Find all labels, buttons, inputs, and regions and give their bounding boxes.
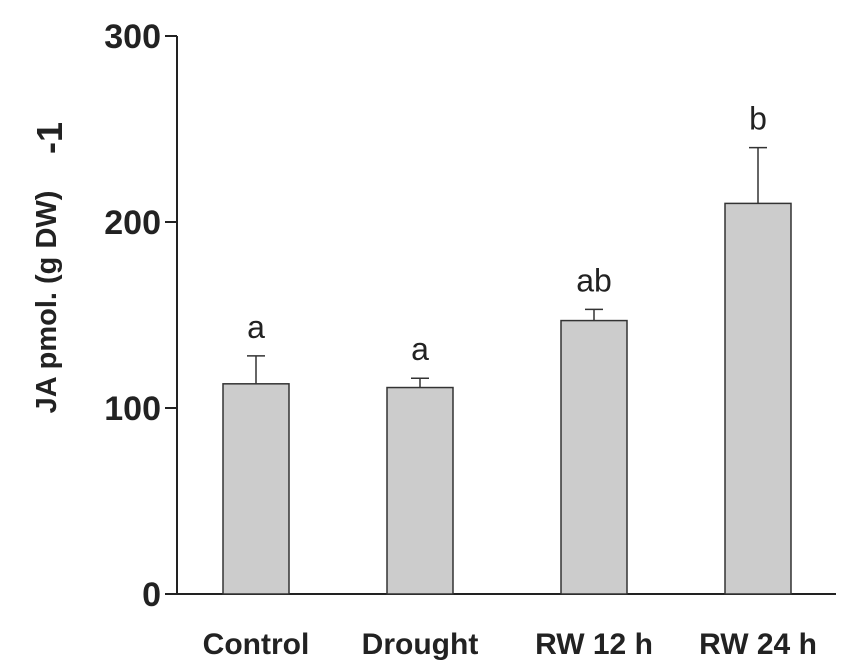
bar-rw-24-h bbox=[724, 202, 792, 595]
y-tick-label: 0 bbox=[142, 576, 161, 614]
y-axis-label-superscript: -1 bbox=[29, 122, 70, 154]
category-label: RW 12 h bbox=[535, 628, 653, 661]
bar-control bbox=[222, 383, 290, 595]
significance-label: b bbox=[749, 101, 767, 137]
bar-rw-12-h bbox=[560, 319, 628, 595]
significance-label: ab bbox=[576, 262, 612, 298]
y-tick-label: 200 bbox=[104, 204, 161, 242]
y-tick-label: 300 bbox=[104, 18, 161, 56]
category-label: Control bbox=[203, 628, 310, 661]
significance-label: a bbox=[411, 331, 429, 367]
y-axis-label: JA pmol. (g DW) bbox=[31, 191, 63, 414]
category-label: Drought bbox=[362, 628, 479, 661]
y-axis-title: JA pmol. (g DW) bbox=[31, 191, 63, 414]
category-label: RW 24 h bbox=[699, 628, 817, 661]
y-tick-label: 100 bbox=[104, 390, 161, 428]
bar-drought bbox=[386, 386, 454, 595]
significance-label: a bbox=[247, 309, 265, 345]
